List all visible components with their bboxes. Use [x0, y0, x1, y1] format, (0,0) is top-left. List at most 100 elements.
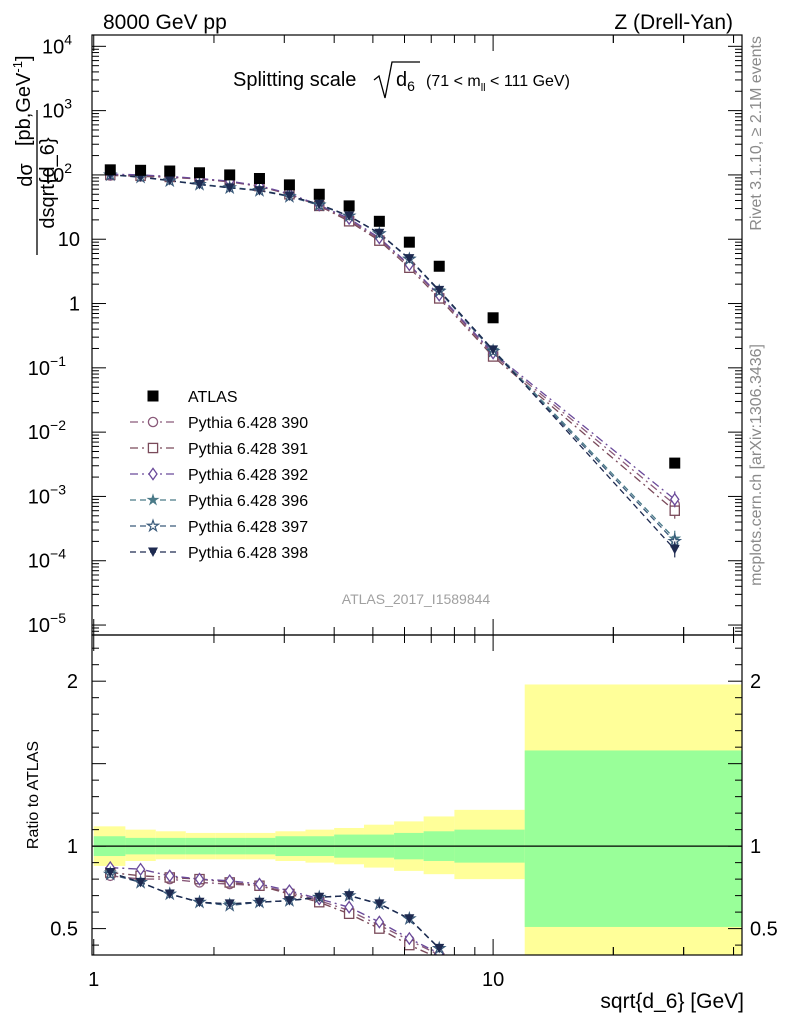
data-point-p398 [254, 186, 265, 196]
legend-marker-atlas [147, 390, 159, 402]
ratio-point-p392 [164, 869, 175, 883]
data-point-p398 [434, 285, 445, 296]
data-point-p391 [669, 505, 680, 516]
ratio-point-p391 [454, 965, 463, 974]
ylabel-denominator: dsqrt{d_6} [37, 137, 59, 229]
legend-label-p392: Pythia 6.428 392 [188, 467, 308, 484]
ratio-point-p392 [455, 963, 463, 974]
data-point-p398 [314, 199, 325, 210]
y-tick-label-right: 2 [750, 671, 761, 693]
data-point-p398 [344, 211, 355, 221]
ratio-point-p392 [374, 915, 385, 929]
series-line-p396 [110, 174, 676, 540]
x-tick-label: 1 [88, 969, 99, 991]
legend-marker-p398 [148, 547, 158, 557]
data-point-p398 [669, 544, 680, 555]
ratio-point-p398 [135, 877, 146, 888]
y-tick-label-right: 1 [750, 836, 761, 858]
ratio-point-p398 [404, 914, 415, 924]
plot-title: Splitting scale [233, 69, 356, 91]
ratio-point-p398 [284, 896, 295, 906]
legend-label-atlas: ATLAS [188, 389, 238, 406]
ylabel-unit-end: ] [13, 55, 35, 61]
legend-marker-p396 [146, 493, 160, 506]
data-point-p392 [669, 492, 680, 507]
sqrt-symbol [373, 61, 420, 99]
legend-label-p390: Pythia 6.428 390 [188, 415, 308, 432]
legend-marker-p391 [147, 442, 159, 454]
data-point-atlas [343, 200, 355, 212]
ratio-point-p398 [224, 899, 235, 909]
data-point-p398 [404, 254, 415, 264]
svg-text:d6: d6 [396, 69, 415, 94]
data-point-atlas [433, 260, 445, 272]
y-tick-label: 104 [42, 31, 72, 58]
data-point-p398 [374, 228, 385, 239]
data-point-atlas [224, 169, 236, 181]
plot-title-cut: (71 < m [426, 73, 481, 90]
y-tick-label: 10−3 [28, 481, 66, 508]
data-point-atlas [164, 165, 176, 177]
legend-label-p398: Pythia 6.428 398 [188, 545, 308, 562]
ratio-ylabel: Ratio to ATLAS [25, 741, 42, 849]
ratio-point-p398 [194, 897, 205, 908]
y-tick-label: 10−5 [28, 610, 66, 637]
svg-text:(71 < mll < 111 GeV): (71 < mll < 111 GeV) [426, 73, 570, 94]
y-tick-label: 0.5 [50, 919, 78, 941]
legend-label-p396: Pythia 6.428 396 [188, 493, 308, 510]
xaxis-label: sqrt{d_6} [GeV] [600, 990, 744, 1013]
data-point-p398 [488, 345, 499, 355]
ratio-point-p392 [404, 931, 415, 946]
ratio-point-p398 [374, 899, 385, 909]
legend-marker-p392 [148, 467, 158, 481]
data-point-atlas [194, 167, 206, 179]
ratio-point-p398 [105, 868, 116, 878]
ylabel-numerator: dσ [15, 163, 37, 187]
x-tick-label: 10 [482, 969, 504, 991]
ratio-point-p392 [224, 874, 235, 888]
y-tick-label: 10−4 [28, 546, 66, 573]
ratio-point-p398 [314, 892, 325, 903]
plot-title-cut-sub: ll [481, 82, 486, 94]
main-plot-panel: 10−5 10−4 10−3 10−2 10−1 1 10 102 103 104 Splitti… [28, 31, 743, 637]
main-ylabel: dσ dsqrt{d_6} [15, 110, 59, 255]
y-tick-label: 10−1 [28, 353, 66, 380]
header-process: Z (Drell-Yan) [614, 11, 733, 34]
data-point-atlas [669, 457, 681, 469]
y-tick-label: 102 [42, 160, 72, 187]
legend-marker-p390 [147, 416, 159, 428]
legend-label-p391: Pythia 6.428 391 [188, 441, 308, 458]
data-point-atlas [283, 179, 295, 191]
y-tick-label: 10−2 [28, 417, 66, 444]
series-line-p391 [110, 174, 676, 512]
ylabel-unit: [pb,GeV [13, 72, 35, 146]
y-tick-label: 1 [67, 836, 78, 858]
series-line-p397 [110, 174, 676, 542]
data-point-atlas [403, 236, 415, 248]
data-point-atlas [373, 215, 385, 227]
ratio-point-p392 [344, 900, 354, 914]
plot-title-var: d [396, 69, 407, 91]
plot-title-prefix: Splitting scale [233, 69, 356, 91]
uncertainty-band-inner [524, 750, 742, 927]
y-tick-label: 2 [67, 671, 78, 693]
y-tick-label: 1 [69, 294, 80, 316]
data-point-atlas [487, 312, 499, 324]
ratio-point-p398 [254, 897, 265, 908]
legend: ATLAS Pythia 6.428 390 Pythia 6.428 391 Pyt… [130, 389, 308, 562]
ratio-point-p397 [453, 962, 464, 972]
ratio-point-p398 [164, 889, 175, 899]
data-point-atlas [313, 188, 325, 200]
analysis-watermark: ATLAS_2017_I1589844 [342, 591, 491, 607]
ratio-plot-panel: 1 10 0.5 0.5 1 1 2 2 Ratio to ATLAS sqrt{d_6} [… [25, 634, 778, 1013]
data-point-p398 [284, 191, 295, 202]
ratio-point-p398 [434, 943, 445, 954]
data-point-p398 [224, 183, 235, 193]
rivet-version-label: Rivet 3.1.10, ≥ 2.1M events [748, 36, 765, 231]
ratio-point-p390 [454, 965, 463, 974]
y-tick-label-right: 0.5 [750, 919, 778, 941]
data-point-atlas [104, 164, 116, 176]
y-tick-label: 10 [58, 229, 80, 251]
ratio-plot-frame [91, 634, 743, 956]
